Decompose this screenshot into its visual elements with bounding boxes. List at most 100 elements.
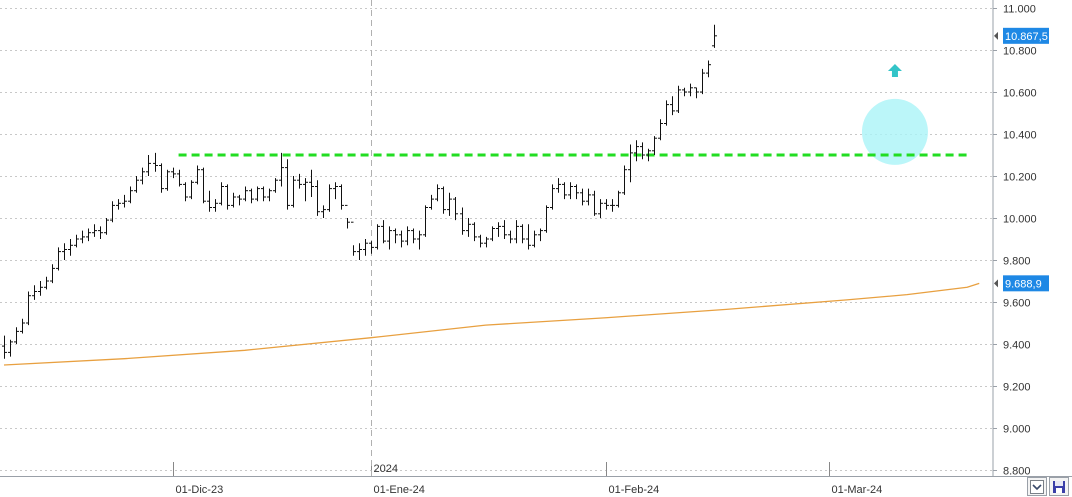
ohlc-bar	[478, 234, 483, 248]
save-button[interactable]	[1049, 477, 1069, 496]
ohlc-bar	[261, 186, 266, 202]
y-tick-label: 9.200	[1003, 382, 1031, 394]
y-tick-label: 10.800	[1003, 46, 1037, 58]
y-tick-label: 11.000	[1003, 4, 1036, 16]
ohlc-bar	[387, 226, 392, 250]
x-tick-label: 01-Feb-24	[609, 484, 660, 496]
ohlc-bar	[98, 226, 103, 239]
ohlc-bar	[453, 197, 458, 221]
ohlc-bar	[405, 226, 410, 246]
ohlc-bar	[466, 218, 471, 237]
save-icon	[1053, 481, 1065, 493]
y-tick-label: 9.400	[1003, 340, 1031, 352]
ohlc-bar	[74, 234, 79, 248]
ohlc-bar	[333, 182, 338, 200]
ohlc-bar	[610, 199, 615, 212]
y-tick-label: 9.600	[1003, 298, 1031, 310]
y-tick-label: 9.000	[1003, 424, 1031, 436]
ohlc-bar	[417, 230, 422, 250]
ohlc-bar	[201, 167, 206, 204]
ohlc-bar	[38, 281, 43, 296]
ohlc-bar	[375, 224, 380, 250]
ohlc-bar	[574, 184, 579, 200]
ohlc-bar	[195, 165, 200, 185]
ohlc-bar	[586, 188, 591, 206]
ohlc-bar	[255, 186, 260, 202]
ohlc-bar	[628, 144, 633, 183]
ohlc-bar	[315, 180, 320, 216]
ohlc-bar	[429, 194, 434, 210]
ohlc-bar	[460, 207, 465, 235]
zoom-icon	[1030, 480, 1044, 494]
ohlc-bar	[285, 159, 290, 210]
ohlc-bar	[20, 318, 25, 334]
ohlc-bar	[694, 87, 699, 99]
price-tag-box	[1003, 27, 1049, 44]
ohlc-bar	[658, 119, 663, 141]
ohlc-bar	[26, 291, 31, 326]
up-arrow-icon	[887, 64, 902, 77]
x-axis: 01-Dic-23 01-Ene-24 01-Feb-24 01-Mar-24 2024	[173, 0, 883, 496]
ohlc-bar	[237, 194, 242, 206]
ohlc-bar	[345, 204, 350, 229]
moving-average-line	[3, 282, 980, 366]
ohlc-bar	[598, 199, 603, 218]
ohlc-bar	[279, 152, 284, 187]
ohlc-bar	[520, 224, 525, 244]
year-label: 2024	[374, 463, 398, 475]
ohlc-bar	[381, 220, 386, 244]
ohlc-bar	[177, 169, 182, 187]
ohlc-bar	[153, 152, 158, 172]
ohlc-bar	[225, 184, 230, 210]
ohlc-bar	[580, 188, 585, 206]
price-bars	[2, 24, 717, 359]
ohlc-bar	[86, 228, 91, 242]
x-tick-label: 01-Mar-24	[832, 484, 883, 496]
ohlc-bar	[592, 190, 597, 216]
ohlc-bar	[159, 163, 164, 193]
ohlc-bar	[538, 228, 543, 242]
ohlc-bar	[62, 243, 67, 260]
ohlc-bar	[351, 221, 356, 256]
price-tag: 10.867,5	[994, 27, 1049, 44]
breakout-circle	[861, 98, 928, 165]
ohlc-bar	[128, 186, 133, 204]
ohlc-bar	[514, 220, 519, 244]
ohlc-bar	[526, 224, 531, 250]
y-tick-label: 10.000	[1003, 214, 1037, 226]
ohlc-bar	[134, 176, 139, 193]
ohlc-bar	[273, 178, 278, 193]
price-tag-pointer	[994, 31, 998, 40]
ohlc-bar	[472, 222, 477, 242]
ohlc-bar	[550, 184, 555, 210]
ohlc-bar	[339, 184, 344, 210]
ohlc-bar	[682, 87, 687, 97]
x-tick-label: 01-Dic-23	[176, 484, 224, 496]
ohlc-bar	[219, 182, 224, 206]
ohlc-bar	[297, 173, 302, 189]
price-tag-pointer	[994, 279, 998, 288]
ohlc-bar	[8, 339, 13, 357]
ohlc-bar	[56, 247, 61, 271]
price-tag-box	[1003, 275, 1049, 292]
ohlc-bar	[700, 68, 705, 95]
ohlc-bar	[393, 228, 398, 244]
ohlc-bar	[508, 230, 513, 244]
breakout-arrow	[887, 64, 902, 77]
y-tick-label: 10.400	[1003, 130, 1037, 142]
zoom-button[interactable]	[1027, 477, 1047, 496]
price-tag-label: 10.867,5	[1005, 31, 1048, 43]
ohlc-bar	[652, 136, 657, 155]
y-tick-label: 10.600	[1003, 88, 1037, 100]
y-axis: 11.000 10.800 10.600 10.400 10.200 10.000 9.80…	[0, 0, 1072, 478]
ohlc-bar	[502, 220, 507, 239]
ohlc-bar	[291, 176, 296, 208]
x-tick-label: 01-Ene-24	[374, 484, 425, 496]
ohlc-bar	[447, 192, 452, 216]
y-tick-label: 10.200	[1003, 172, 1037, 184]
ohlc-bar	[44, 276, 49, 290]
ohlc-bar	[568, 182, 573, 200]
ohlc-bar	[646, 148, 651, 162]
ohlc-bar	[267, 188, 272, 202]
